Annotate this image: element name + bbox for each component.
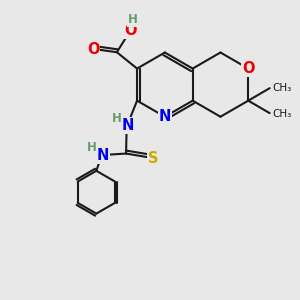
- Text: O: O: [242, 61, 254, 76]
- Text: N: N: [159, 109, 171, 124]
- Text: CH₃: CH₃: [273, 109, 292, 119]
- Text: N: N: [97, 148, 110, 163]
- Text: CH₃: CH₃: [273, 82, 292, 93]
- Text: O: O: [124, 23, 136, 38]
- Text: S: S: [148, 151, 158, 166]
- Text: N: N: [122, 118, 134, 133]
- Text: H: H: [112, 112, 122, 125]
- Text: O: O: [87, 42, 99, 57]
- Text: H: H: [87, 141, 97, 154]
- Text: H: H: [128, 13, 137, 26]
